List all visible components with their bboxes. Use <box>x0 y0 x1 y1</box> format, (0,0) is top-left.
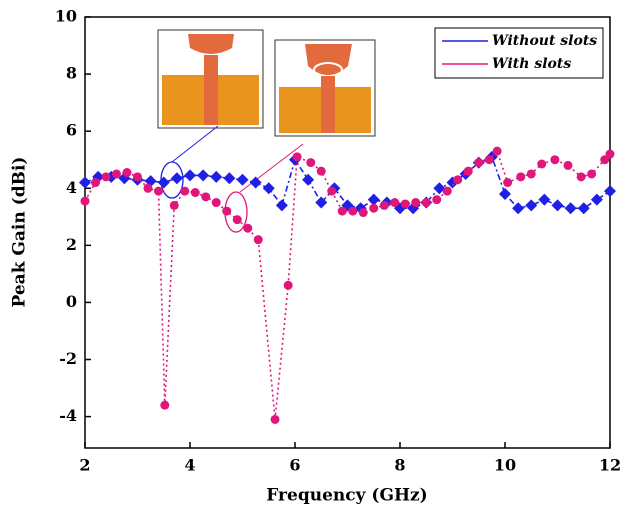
marker <box>201 192 211 202</box>
x-tick-label: 2 <box>79 456 90 475</box>
x-tick-label: 6 <box>289 456 300 475</box>
y-tick-label: 2 <box>66 235 77 254</box>
marker <box>79 176 91 189</box>
marker <box>525 199 538 212</box>
marker <box>432 195 442 205</box>
marker <box>369 203 379 213</box>
marker <box>190 188 200 198</box>
marker <box>327 186 337 196</box>
x-tick-label: 4 <box>184 456 195 475</box>
marker <box>600 155 610 165</box>
marker <box>283 280 293 290</box>
x-tick-label: 12 <box>599 456 621 475</box>
marker <box>358 208 368 218</box>
marker <box>101 172 111 182</box>
marker <box>605 149 615 159</box>
y-tick-label: -4 <box>59 406 77 425</box>
marker <box>526 169 536 179</box>
marker <box>262 182 275 195</box>
x-tick-label: 10 <box>494 456 516 475</box>
marker <box>499 187 511 200</box>
marker <box>222 206 232 216</box>
legend-label: Without slots <box>492 33 597 49</box>
marker <box>512 202 525 215</box>
legend: Without slots With slots <box>434 27 604 79</box>
marker <box>306 158 316 168</box>
marker <box>463 166 473 176</box>
marker <box>538 193 551 206</box>
marker <box>315 196 328 209</box>
marker <box>122 168 132 178</box>
marker <box>587 169 597 179</box>
x-tick-label: 8 <box>394 456 405 475</box>
marker <box>223 172 236 185</box>
x-axis-label: Frequency (GHz) <box>266 486 427 506</box>
y-tick-label: 4 <box>66 178 77 197</box>
marker <box>379 200 389 210</box>
marker <box>270 414 280 424</box>
marker <box>433 182 446 195</box>
marker <box>170 172 183 185</box>
y-tick-label: 10 <box>55 7 77 26</box>
marker <box>275 199 288 212</box>
marker <box>91 178 100 188</box>
marker <box>564 202 577 215</box>
marker <box>80 196 90 206</box>
marker <box>157 176 170 189</box>
marker <box>492 146 502 156</box>
marker <box>210 170 223 183</box>
marker <box>316 166 326 176</box>
y-tick-label: 6 <box>66 121 77 140</box>
marker <box>563 160 573 170</box>
marker <box>516 172 526 182</box>
marker <box>249 176 262 189</box>
marker <box>400 199 410 209</box>
marker <box>590 193 603 206</box>
marker <box>302 173 315 186</box>
marker <box>390 198 400 208</box>
marker <box>474 158 484 168</box>
marker <box>160 400 170 410</box>
marker <box>453 175 463 185</box>
marker <box>503 178 513 188</box>
marker <box>197 169 210 182</box>
marker <box>243 223 253 233</box>
y-tick-label: 0 <box>66 292 77 311</box>
y-tick-label: -2 <box>59 349 77 368</box>
marker <box>184 169 196 182</box>
marker <box>169 200 179 210</box>
marker <box>551 199 564 212</box>
marker <box>253 235 263 245</box>
y-tick-label: 8 <box>66 64 77 83</box>
marker <box>180 186 190 196</box>
inset-with-slots <box>274 39 376 137</box>
marker <box>604 185 616 198</box>
marker <box>442 186 452 196</box>
marker <box>236 173 249 186</box>
marker <box>411 198 421 208</box>
marker <box>577 202 590 215</box>
marker <box>576 172 586 182</box>
marker <box>337 206 347 216</box>
plot-frame <box>84 16 611 449</box>
marker <box>154 186 163 196</box>
marker <box>421 198 431 208</box>
y-axis-label: Peak Gain (dBi) <box>10 157 30 308</box>
marker <box>133 172 142 182</box>
marker <box>484 155 494 165</box>
marker <box>348 206 358 216</box>
inset-no-slots <box>157 29 264 129</box>
marker <box>143 183 153 193</box>
marker <box>112 169 121 179</box>
marker <box>211 198 221 208</box>
marker <box>367 193 380 206</box>
marker <box>537 159 547 169</box>
marker <box>292 152 302 162</box>
marker <box>232 215 242 225</box>
legend-label: With slots <box>492 56 571 72</box>
marker <box>550 155 560 165</box>
